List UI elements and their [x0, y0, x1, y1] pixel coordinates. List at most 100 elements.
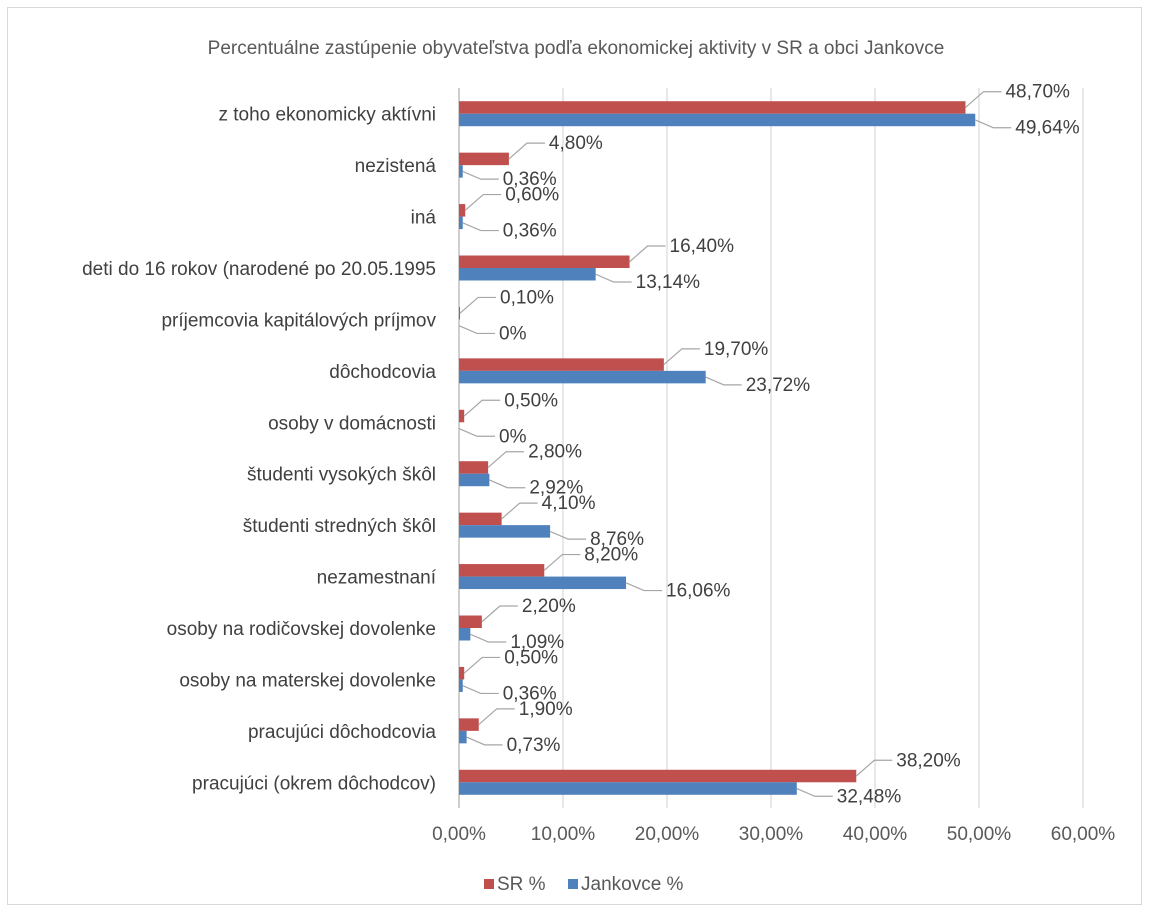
bars — [459, 101, 976, 795]
jankovce-bar — [459, 370, 706, 384]
jankovce-data-label: 49,64% — [1015, 118, 1080, 139]
jankovce-data-label: 8,76% — [590, 529, 644, 550]
x-tick-label: 20,00% — [635, 824, 700, 845]
leader-line — [796, 787, 833, 797]
chart-area: Percentuálne zastúpenie obyvateľstva pod… — [7, 7, 1142, 905]
sr-data-label: 4,80% — [549, 133, 603, 154]
x-tick-label: 60,00% — [1051, 824, 1116, 845]
category-label-studenti-strednych-skol: študenti stredných škôl — [243, 516, 436, 537]
category-label-ina: iná — [411, 208, 437, 229]
leader-line — [705, 376, 742, 386]
category-labels: pracujúci (okrem dôchodcov) pracujúci dôc… — [82, 105, 437, 795]
x-axis-ticks: 0,00% 10,00% 20,00% 30,00% 40,00% 50,00% 60,00… — [432, 824, 1115, 845]
x-tick-label: 50,00% — [947, 824, 1012, 845]
leader-lines — [458, 91, 1012, 797]
sr-bar — [459, 306, 461, 320]
jankovce-data-label: 1,09% — [510, 632, 564, 653]
jankovce-bar — [459, 730, 467, 744]
legend: SR % Jankovce % — [484, 874, 684, 895]
sr-data-label: 0,60% — [505, 185, 559, 206]
x-tick-label: 0,00% — [432, 824, 486, 845]
jankovce-data-label: 0% — [499, 323, 527, 344]
category-label-nezamestnani: nezamestnaní — [317, 568, 437, 589]
sr-bar — [459, 204, 466, 217]
sr-data-label: 0,10% — [500, 287, 554, 308]
jankovce-bar — [459, 268, 596, 281]
sr-data-label: 1,90% — [519, 699, 573, 720]
category-label-pracujuci-okrem-dochodcov: pracujúci (okrem dôchodcov) — [192, 773, 436, 794]
category-label-osoby-na-rodicovskej-dovolenke: osoby na rodičovskej dovolenke — [167, 619, 436, 640]
jankovce-data-label: 23,72% — [746, 375, 811, 396]
sr-data-label: 19,70% — [704, 339, 769, 360]
leader-line — [470, 633, 507, 643]
jankovce-data-label: 0% — [499, 426, 527, 447]
sr-data-label: 2,20% — [522, 596, 576, 617]
category-label-z-toho-ekonomicky-aktivni: z toho ekonomicky aktívni — [218, 105, 436, 126]
sr-legend-swatch — [484, 879, 494, 889]
sr-bar — [459, 358, 664, 371]
sr-bar — [459, 769, 857, 783]
jankovce-data-label: 0,36% — [503, 169, 557, 190]
leader-line — [466, 736, 503, 746]
sr-bar — [459, 564, 545, 577]
leader-line — [549, 530, 587, 540]
leader-line — [478, 708, 515, 726]
sr-data-label: 0,50% — [504, 390, 558, 411]
sr-data-label: 4,10% — [542, 493, 596, 514]
category-label-dochodcovia: dôchodcovia — [329, 362, 436, 383]
jankovce-data-label: 0,73% — [507, 735, 561, 756]
leader-line — [629, 245, 666, 263]
sr-data-label: 0,50% — [504, 647, 558, 668]
bar-chart: Percentuálne zastúpenie obyvateľstva pod… — [82, 38, 1115, 895]
sr-bar — [459, 666, 465, 680]
leader-line — [462, 170, 499, 180]
sr-data-label: 2,80% — [528, 442, 582, 463]
category-label-studenti-vysokych-skol: študenti vysokých škôl — [247, 465, 436, 486]
jankovce-bar — [459, 679, 463, 692]
jankovce-data-label: 0,36% — [503, 683, 557, 704]
category-label-nezistena: nezistená — [355, 156, 437, 177]
leader-line — [508, 142, 545, 160]
category-label-pracujuci-dochodcovia: pracujúci dôchodcovia — [248, 722, 436, 743]
x-tick-label: 30,00% — [739, 824, 804, 845]
sr-bar — [459, 461, 489, 474]
leader-line — [489, 479, 526, 489]
jankovce-data-label: 32,48% — [837, 786, 902, 807]
jankovce-bar — [459, 782, 797, 795]
leader-line — [462, 685, 499, 695]
sr-bar — [459, 255, 630, 268]
jankovce-bar — [459, 576, 627, 590]
sr-data-label: 38,20% — [896, 750, 961, 771]
leader-line — [459, 296, 497, 314]
leader-line — [975, 119, 1012, 129]
leader-line — [595, 273, 632, 283]
jankovce-data-label: 16,06% — [666, 581, 731, 602]
sr-bar — [459, 152, 509, 166]
x-tick-label: 10,00% — [531, 824, 596, 845]
jankovce-data-label: 2,92% — [529, 478, 583, 499]
data-labels: 38,20% 32,48% 1,90% 0,73% 0,50% 0,36% 2,20% 1,0… — [499, 82, 1080, 808]
sr-data-label: 16,40% — [670, 236, 735, 257]
category-label-osoby-v-domacnosti: osoby v domácnosti — [268, 413, 436, 434]
leader-line — [458, 427, 495, 437]
sr-data-label: 48,70% — [1005, 82, 1070, 103]
leader-line — [965, 91, 1002, 108]
leader-line — [463, 656, 501, 674]
jankovce-bar — [459, 628, 471, 641]
jankovce-data-label: 0,36% — [503, 221, 557, 242]
jankovce-bar — [459, 473, 490, 487]
chart-title: Percentuálne zastúpenie obyvateľstva pod… — [208, 38, 945, 59]
sr-legend-label: SR % — [497, 874, 546, 895]
sr-bar — [459, 409, 465, 423]
sr-bar — [459, 615, 482, 628]
leader-line — [663, 348, 700, 366]
sr-bar — [459, 512, 502, 526]
sr-bar — [459, 718, 479, 731]
leader-line — [481, 605, 518, 623]
jankovce-bar — [459, 165, 463, 178]
jankovce-bar — [459, 525, 551, 538]
leader-line — [501, 502, 538, 520]
jankovce-data-label: 13,14% — [636, 272, 701, 293]
sr-data-label: 8,20% — [584, 545, 638, 566]
jankovce-legend-label: Jankovce % — [581, 874, 684, 895]
